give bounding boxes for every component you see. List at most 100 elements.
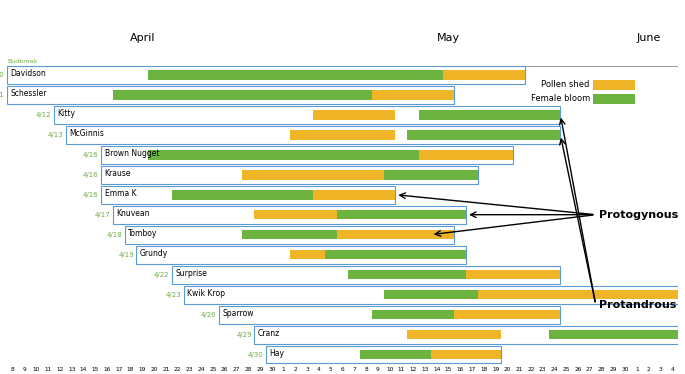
Bar (148, 150, 419, 160)
Bar (419, 150, 513, 160)
Bar (419, 110, 560, 120)
Bar (360, 350, 431, 359)
Bar (443, 70, 525, 80)
Bar (336, 230, 454, 239)
Text: Schessler: Schessler (10, 89, 47, 98)
Text: Kwik Krop: Kwik Krop (187, 289, 225, 298)
Text: Sparrow: Sparrow (223, 309, 254, 318)
Text: Protogynous: Protogynous (599, 210, 679, 220)
Bar (549, 330, 678, 339)
Text: 4/16: 4/16 (83, 152, 99, 158)
Text: Knuvean: Knuvean (116, 209, 150, 218)
Bar (549, 330, 678, 339)
Text: 4/18: 4/18 (106, 232, 122, 237)
Bar (431, 350, 501, 359)
Bar (360, 350, 431, 359)
Bar (254, 210, 336, 220)
Bar (242, 230, 336, 239)
Bar (290, 130, 395, 140)
Text: 4/10: 4/10 (0, 72, 5, 78)
Bar (384, 170, 478, 180)
Bar (242, 230, 336, 239)
Text: 4/11: 4/11 (0, 92, 5, 98)
Bar (101, 186, 395, 204)
Bar (408, 130, 560, 140)
Bar (349, 270, 466, 279)
Text: 4/16: 4/16 (83, 192, 99, 198)
Bar (336, 210, 466, 220)
Text: 4/16: 4/16 (83, 172, 99, 178)
Text: 4/30: 4/30 (248, 352, 264, 358)
Bar (372, 310, 454, 319)
Bar (136, 246, 466, 264)
Bar (454, 310, 560, 319)
Bar (478, 290, 678, 300)
Text: Kitty: Kitty (58, 109, 75, 118)
Bar (372, 90, 454, 99)
Bar (184, 286, 678, 304)
Bar (113, 206, 466, 224)
Bar (384, 170, 478, 180)
Bar (172, 266, 560, 283)
Bar (242, 170, 384, 180)
Bar (313, 110, 395, 120)
Bar (593, 80, 634, 90)
Bar (54, 106, 560, 124)
Bar (125, 226, 454, 243)
Bar (290, 250, 325, 260)
Bar (431, 350, 501, 359)
Text: 4/13: 4/13 (48, 132, 64, 138)
Bar (290, 250, 325, 260)
Bar (408, 130, 560, 140)
Bar (172, 190, 313, 199)
Text: Female bloom: Female bloom (531, 94, 590, 103)
Text: 4/19: 4/19 (119, 252, 134, 258)
Bar (313, 110, 395, 120)
Text: 4/17: 4/17 (95, 212, 110, 218)
Bar (384, 290, 478, 300)
Bar (101, 166, 478, 184)
Bar (242, 170, 384, 180)
Text: Brown Nugget: Brown Nugget (105, 149, 159, 158)
Bar (372, 90, 454, 99)
Bar (313, 190, 395, 199)
Bar (419, 110, 560, 120)
Bar (372, 310, 454, 319)
Bar (148, 150, 419, 160)
Bar (454, 310, 560, 319)
Bar (384, 290, 478, 300)
Text: 4/29: 4/29 (236, 332, 252, 338)
Bar (254, 326, 678, 343)
Bar (466, 270, 560, 279)
Text: Grundy: Grundy (140, 249, 169, 258)
Bar (66, 126, 560, 144)
Bar (325, 250, 466, 260)
Bar (336, 230, 454, 239)
Bar (219, 306, 560, 324)
Bar (290, 130, 395, 140)
Bar (419, 150, 513, 160)
Text: 4/12: 4/12 (36, 112, 51, 118)
Text: Cranz: Cranz (258, 329, 280, 338)
Bar (408, 330, 501, 339)
Bar (101, 146, 513, 164)
Text: Tomboy: Tomboy (128, 229, 158, 238)
Text: Krause: Krause (105, 169, 131, 178)
Text: Davidson: Davidson (10, 69, 46, 78)
Bar (336, 210, 466, 220)
Bar (478, 290, 678, 300)
Bar (7, 66, 525, 84)
Text: Budbreak: Budbreak (7, 59, 38, 64)
Text: 4/23: 4/23 (166, 292, 181, 298)
Bar (466, 270, 560, 279)
Bar (593, 94, 634, 104)
Bar (7, 86, 454, 104)
Text: Protandrous: Protandrous (599, 300, 677, 310)
Bar (349, 270, 466, 279)
Bar (266, 346, 501, 364)
Bar (325, 250, 466, 260)
Text: 4/22: 4/22 (154, 272, 169, 278)
Text: Surprise: Surprise (175, 269, 207, 278)
Text: Hay: Hay (269, 349, 284, 358)
Bar (254, 210, 336, 220)
